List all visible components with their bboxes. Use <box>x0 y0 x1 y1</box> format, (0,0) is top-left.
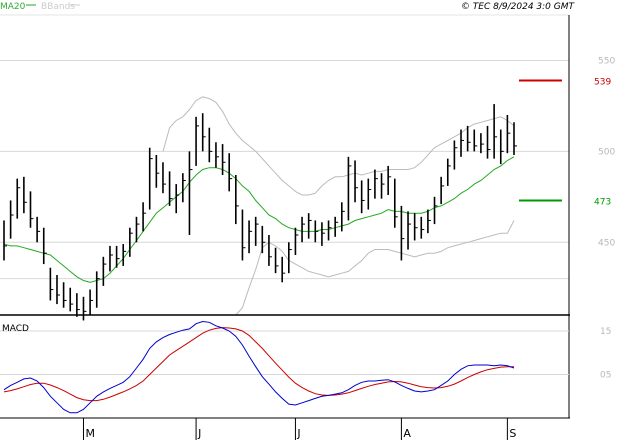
macd-signal-line <box>3 327 514 402</box>
legend-ma-label: MA20 <box>0 2 26 12</box>
macd-line <box>3 320 515 414</box>
x-tick-label: A <box>403 427 411 440</box>
price-bars <box>3 104 517 321</box>
price-level-label: 539 <box>594 77 611 87</box>
ma20-line <box>3 156 515 283</box>
legend-bbands-label: BBands <box>41 2 75 12</box>
bollinger-upper-band <box>162 96 515 196</box>
macd-y-tick-label: 15 <box>600 327 611 337</box>
price-y-tick-labels: 450 500 550 <box>598 56 615 248</box>
x-tick-label: S <box>509 427 516 440</box>
price-levels: 539 473 <box>519 77 611 207</box>
x-tick-label: J <box>296 427 300 440</box>
x-tick-label: M <box>85 427 95 440</box>
macd-title: MACD <box>2 324 29 334</box>
macd-y-tick-labels: 05 15 <box>600 327 611 380</box>
price-y-tick-label: 500 <box>598 147 615 157</box>
bollinger-lower-band <box>235 220 515 316</box>
copyright-text: © TEC 8/9/2024 3:0 GMT <box>461 2 576 12</box>
price-level-label: 473 <box>594 197 611 207</box>
x-tick-label: J <box>197 427 201 440</box>
legend: MA20 BBands © TEC 8/9/2024 3:0 GMT <box>0 2 575 12</box>
price-panel: 450 500 550 539 473 <box>0 14 615 321</box>
macd-panel: 05 15 MACD <box>0 320 611 414</box>
macd-y-tick-label: 05 <box>600 371 611 381</box>
price-y-tick-label: 450 <box>598 238 615 248</box>
price-y-tick-label: 550 <box>598 56 615 66</box>
